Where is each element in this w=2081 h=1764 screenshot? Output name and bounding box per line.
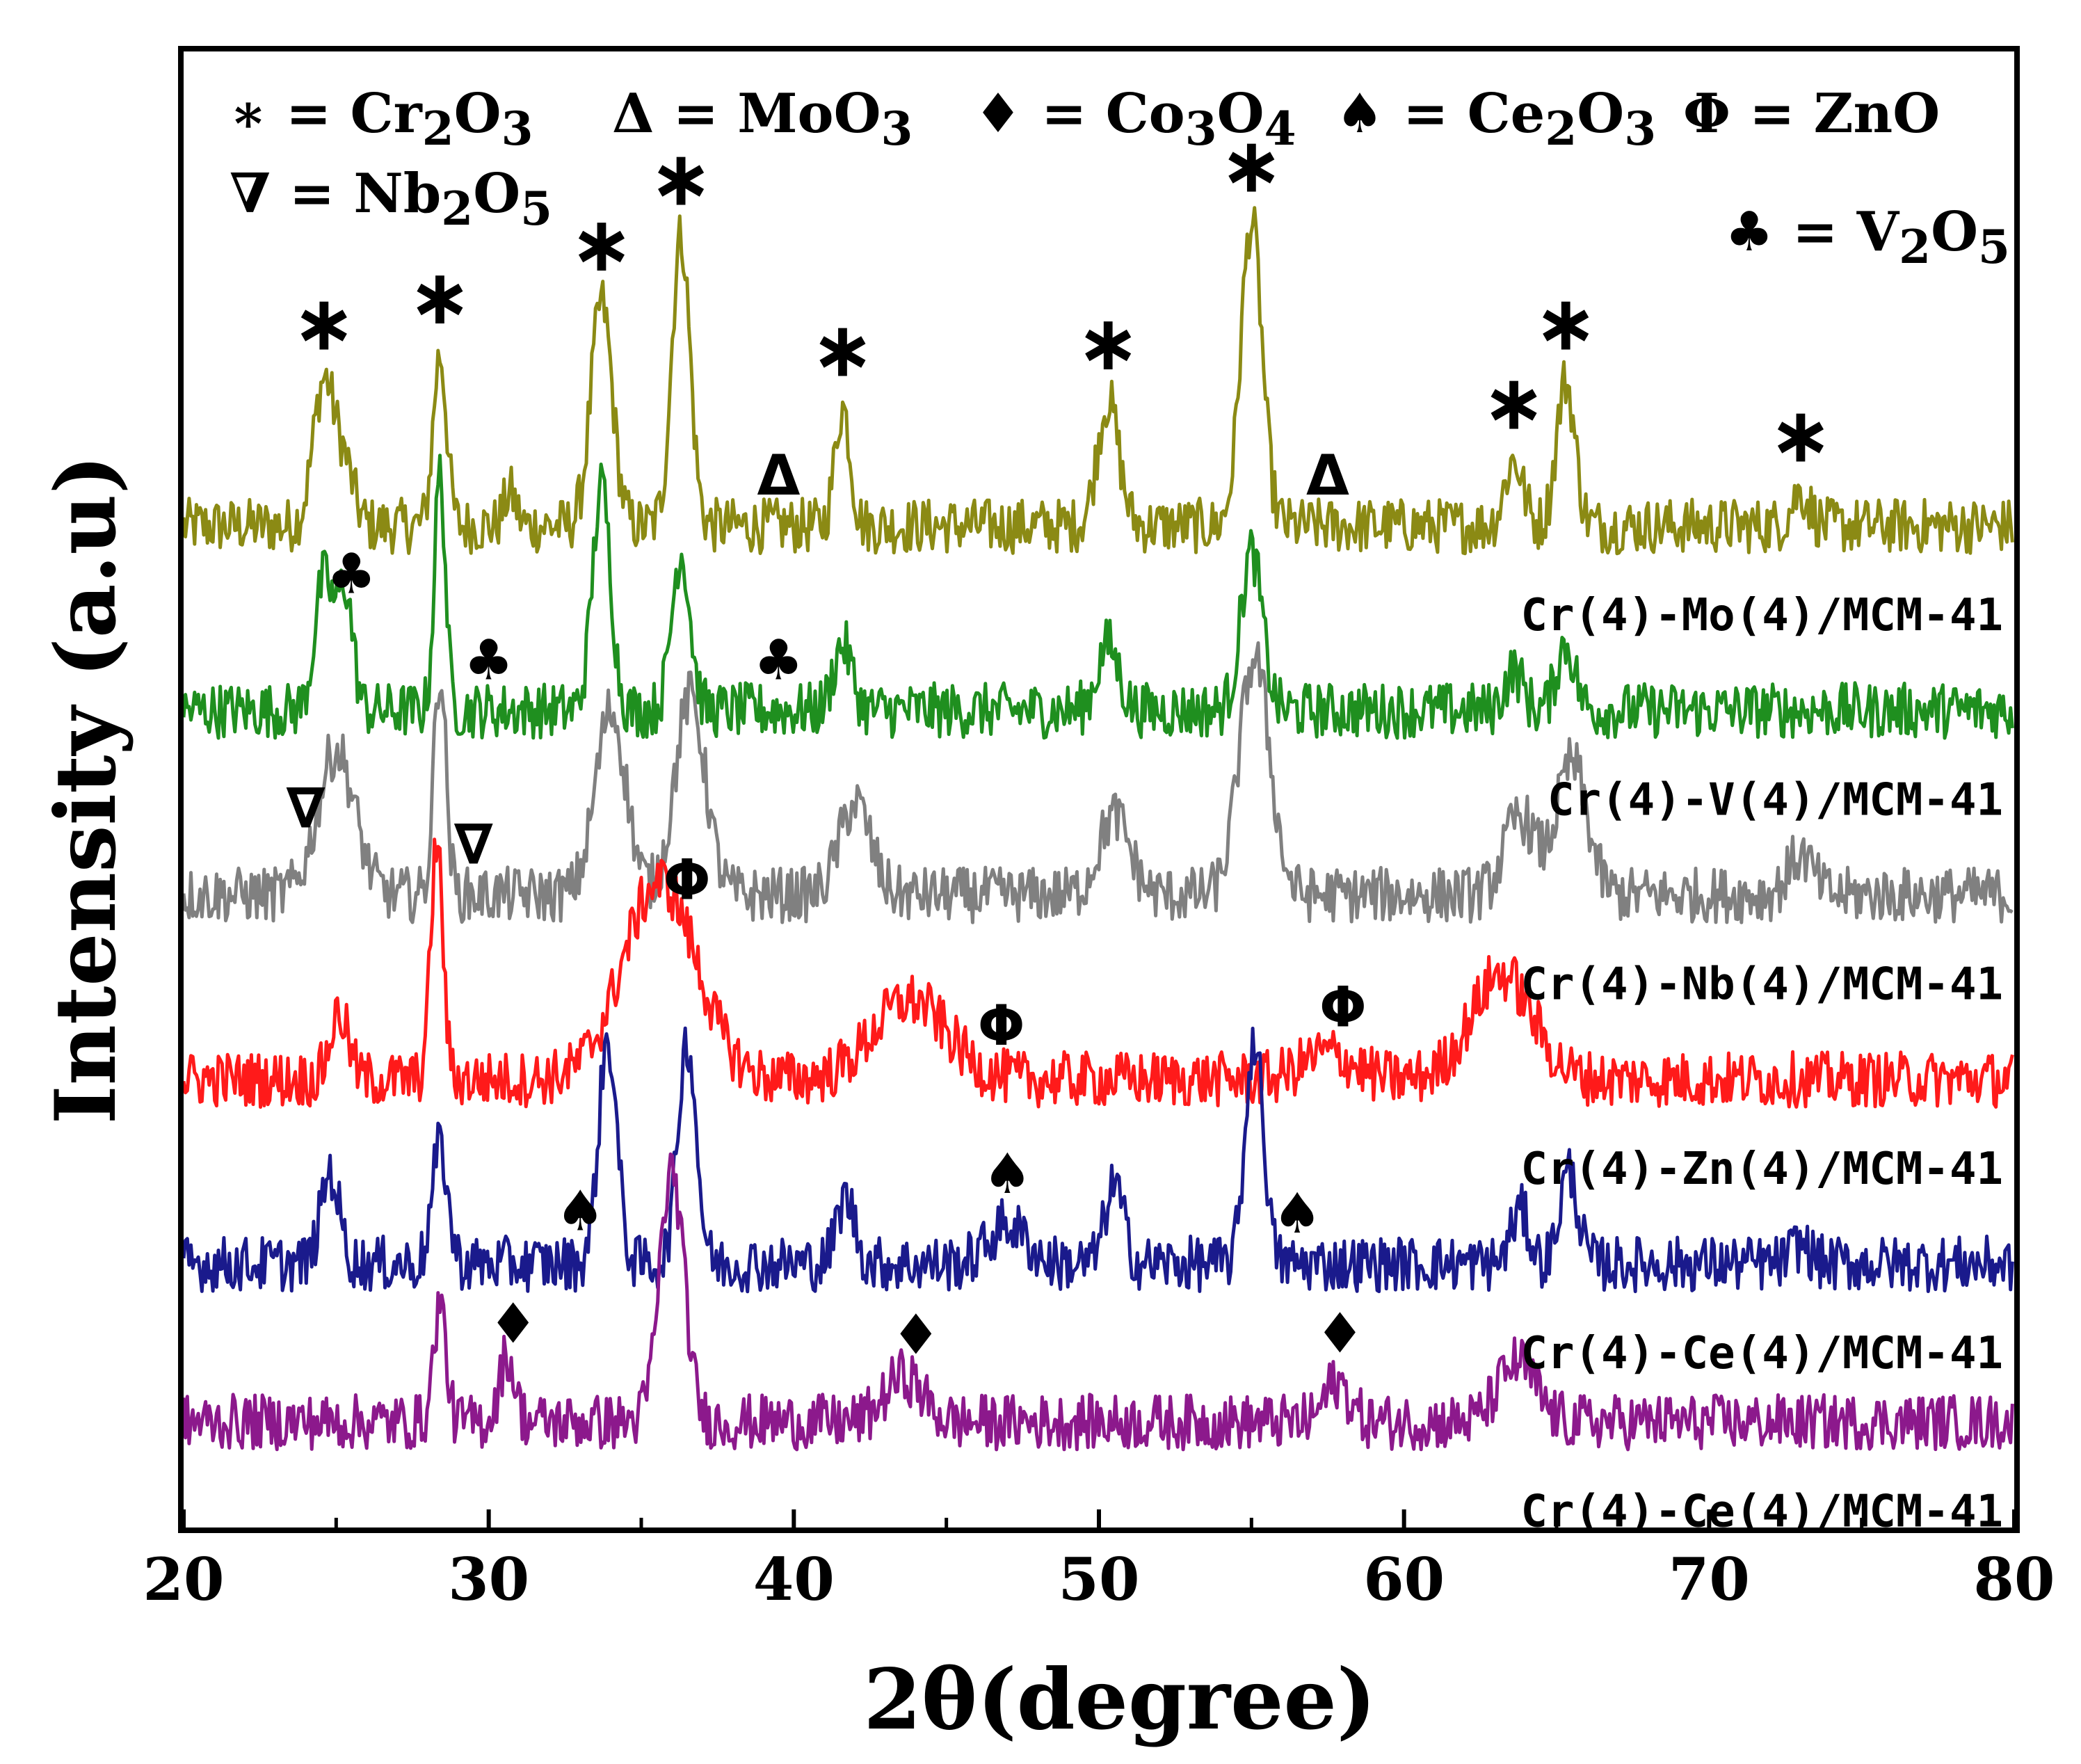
peak-marker: Δ [757, 443, 800, 508]
peak-marker: ♠ [1272, 1181, 1322, 1246]
peak-marker: ∗ [810, 305, 874, 394]
series-label: Cr(4)-Zn(4)/MCM-41 [1520, 1144, 2003, 1195]
x-tick-label: 50 [1059, 1545, 1140, 1614]
x-tick-label: 40 [753, 1545, 835, 1614]
peak-marker: ♦ [488, 1292, 538, 1356]
series-trace [182, 641, 2014, 924]
x-tick-label: 80 [1974, 1545, 2055, 1614]
series-label: Cr(4)-Nb(4)/MCM-41 [1520, 959, 2003, 1011]
series-label: Cr(4)-Ce(4)/MCM-41 [1520, 1328, 2003, 1379]
series-trace [182, 454, 2014, 740]
peak-markers: ∗ ∗∗∗∗ ∗∗∗∗∗Δ Δ♣♣ ♣∇∇ΦΦ Φ♠♠♠♦ ♦ ♦ [287, 120, 1833, 1367]
peak-marker: ∗ [1534, 279, 1598, 368]
x-tick-label: 20 [143, 1545, 225, 1614]
series-label: Cr(4)-Mo(4)/MCM-41 [1520, 590, 2003, 641]
peak-marker: ∗ [408, 252, 472, 342]
series-trace [182, 206, 2014, 556]
series-trace [182, 1026, 2014, 1294]
legend-entry: ♣ = V2O5 [1725, 200, 2010, 274]
peak-marker: ∗ [570, 200, 634, 289]
peak-marker: ∗ [1076, 298, 1140, 387]
legend-entry: Δ = MoO3 [612, 82, 913, 156]
peak-marker: Φ [1319, 975, 1367, 1040]
x-tick-label: 30 [448, 1545, 529, 1614]
legend: ∗ = Cr2O3 Δ = MoO3 ♦ = Co3O4 ♠ = Ce2O3 Φ = Z… [230, 82, 2010, 274]
peak-marker: ∇ [287, 776, 326, 841]
x-tick-label: 60 [1363, 1545, 1445, 1614]
legend-entry: ∇ = Nb2O5 [230, 162, 552, 236]
series-trace [182, 837, 2014, 1109]
plot-frame [178, 46, 2020, 1533]
legend-entry: ♠ = Ce2O3 [1335, 82, 1656, 156]
series-trace [182, 1152, 2014, 1452]
legend-entry: Φ = ZnO [1683, 82, 1940, 145]
y-axis-title: Intensity (a.u) [37, 455, 135, 1125]
peak-marker: ∗ [1219, 120, 1283, 209]
series-layer [182, 206, 2014, 1452]
series-label: Cr(4)-V(4)/MCM-41 [1548, 774, 2003, 826]
peak-marker: ♣ [326, 542, 376, 607]
peak-marker: ∗ [292, 279, 356, 368]
legend-entry: ∗ = Cr2O3 [230, 82, 533, 156]
peak-marker: ∗ [1769, 391, 1833, 480]
peak-marker: ∗ [1482, 358, 1546, 447]
x-tick-label: 70 [1669, 1545, 1750, 1614]
x-axis-ticks: 20 30 40 50 60 70 80 [143, 1509, 2055, 1614]
peak-marker: ♦ [891, 1302, 941, 1367]
x-axis-title: 2θ(degree) [863, 1651, 1376, 1749]
peak-marker: ♦ [1315, 1301, 1365, 1365]
legend-entry: ♦ = Co3O4 [974, 82, 1296, 156]
peak-marker: Φ [664, 847, 711, 912]
sample-labels: Cr(4)-Mo(4)/MCM-41 Cr(4)-V(4)/MCM-41 Cr(4)… [1520, 590, 2003, 1537]
peak-marker: ∇ [454, 812, 493, 877]
peak-marker: Φ [978, 993, 1025, 1058]
peak-marker: ♣ [464, 627, 514, 692]
peak-marker: Δ [1306, 443, 1349, 508]
peak-marker: ♣ [754, 627, 804, 692]
peak-marker: ∗ [649, 134, 713, 223]
peak-marker: ♠ [555, 1178, 605, 1243]
peak-marker: ♠ [983, 1141, 1033, 1206]
